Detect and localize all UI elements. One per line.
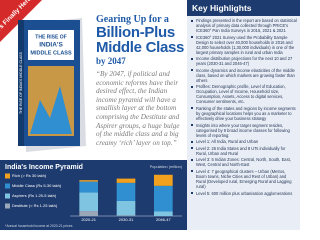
- highlight-item: Findings presented in the report are bas…: [191, 18, 297, 33]
- highlight-item: Profiles: Demographic profile, Level of …: [191, 84, 297, 104]
- highlight-item: ICE360° 2021 Survey used the Probability…: [191, 35, 297, 55]
- book-title: MIDDLE CLASS: [30, 50, 72, 56]
- heading-post: by 2047: [96, 56, 126, 66]
- highlight-item: Level 1: All India, Rural and Urban: [191, 139, 297, 144]
- chart-note: *Annual household income at 2020-21 pric…: [5, 224, 73, 228]
- quote: “By 2047, if political and economic refo…: [96, 70, 180, 147]
- legend-swatch: [5, 193, 10, 199]
- legend-swatch: [5, 203, 10, 209]
- x-tick-label: 2020-21: [81, 217, 96, 222]
- bar-segment: [79, 180, 98, 182]
- bar-segment: [116, 182, 136, 201]
- book-spine: [18, 20, 24, 146]
- legend-swatch: [5, 183, 10, 189]
- highlights-title: Key Highlights: [187, 0, 300, 16]
- book-spine-text: THE RISE OF INDIA'S MIDDLE CLASS: [19, 51, 23, 114]
- highlight-item: Level 5: 600 million plus urbanisation a…: [191, 191, 297, 196]
- x-tick-label: 2046-47: [156, 217, 171, 222]
- heading-main: Billion-Plus: [96, 24, 175, 41]
- legend-label: Aspirers (Rs 1.25-5 lakh): [12, 193, 57, 198]
- heading: Gearing Up for a Billion-Plus Middle Cla…: [96, 14, 186, 66]
- page: It's Finally Here! THE RISE OF INDIA'S M…: [0, 0, 300, 230]
- highlight-item: Income distribution projections for the …: [191, 56, 297, 66]
- highlight-item: Income dynamics and income elasticities …: [191, 68, 297, 83]
- highlight-item: Level 4: 7 geographical clusters – Urban…: [191, 169, 297, 189]
- bar-segment: [154, 185, 173, 212]
- highlights-panel: Key Highlights Findings presented in the…: [187, 0, 300, 230]
- highlight-item: Insights into where your target segment …: [191, 123, 297, 138]
- bar-segment: [79, 181, 98, 193]
- bar-segment: [79, 192, 98, 212]
- cover-area: It's Finally Here! THE RISE OF INDIA'S M…: [0, 0, 86, 152]
- heading-pre: Gearing Up for a: [96, 14, 169, 25]
- bar-segment: [154, 174, 173, 186]
- book-title: THE RISE OF: [35, 34, 66, 40]
- bar-segment: [116, 215, 136, 216]
- highlight-item: Level 3: 5 Indian Zones: Central, North,…: [191, 157, 297, 167]
- x-tick-label: 2030-31: [119, 217, 134, 222]
- highlight-item: Ranking of the states and regions by inc…: [191, 106, 297, 121]
- legend-label: Rich (> Rs 30 lakh): [12, 173, 47, 178]
- highlights-list: Findings presented in the report are bas…: [187, 16, 300, 196]
- bar-segment: [116, 178, 136, 183]
- bar-segment: [116, 200, 136, 216]
- legend-swatch: [5, 173, 10, 179]
- highlight-item: Level 2: 26 India States and 8 UTs indiv…: [191, 146, 297, 156]
- bar-segment: [154, 211, 173, 216]
- legend-label: Middle Class (Rs 5-30 lakh): [12, 183, 62, 188]
- legend-label: Destitute (< Rs 1.25 lakh): [12, 203, 58, 208]
- book-title: INDIA'S: [39, 42, 63, 49]
- book-art-shape: [30, 86, 72, 134]
- bar-segment: [79, 211, 98, 216]
- heading-main: Middle Class: [96, 39, 185, 56]
- y-axis-label: Population (million): [150, 165, 183, 169]
- book-label: [28, 30, 74, 60]
- chart-title: India's Income Pyramid: [5, 164, 83, 171]
- chart: India's Income Pyramid Population (milli…: [0, 160, 187, 230]
